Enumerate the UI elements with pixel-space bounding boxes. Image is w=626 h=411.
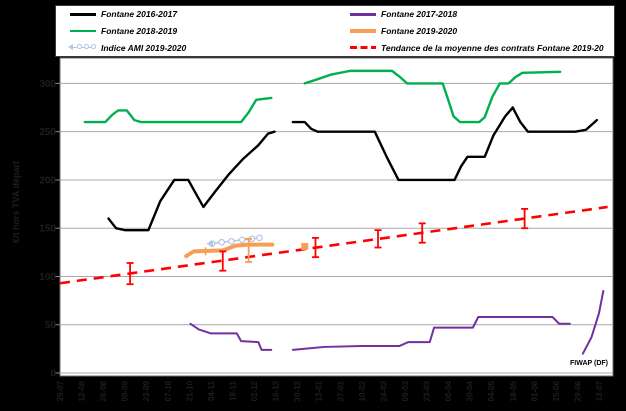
legend-column-1: Fontane 2016-2017 Fontane 2018-2019 Indi… (68, 6, 340, 56)
error-bar (374, 229, 382, 249)
x-tick-label: 30-12 (293, 380, 302, 401)
series-line (184, 242, 275, 259)
x-tick-label: 02-12 (250, 380, 259, 401)
x-tick-label: 09-09 (121, 380, 130, 401)
series-line (83, 96, 273, 124)
x-tick-label: 12-08 (78, 380, 87, 401)
x-tick-labels: 29-07 12-08 26-08 09-09 23-09 07-10 21-10 04-11… (56, 380, 604, 401)
purple-line-swatch-icon (350, 13, 376, 16)
legend-item-indice-ami: Indice AMI 2019-2020 (68, 41, 340, 55)
legend-column-2: Fontane 2017-2018 Fontane 2019-2020 Tend… (350, 6, 614, 56)
x-tick-label: 06-04 (444, 380, 453, 401)
legend-item-tendance: Tendance de la moyenne des contrats Font… (350, 41, 614, 55)
ami-arrow-marker (205, 240, 213, 247)
legend-item-fontane-2016-2017: Fontane 2016-2017 (70, 7, 340, 21)
legend-label: Fontane 2016-2017 (101, 9, 178, 20)
watermark: FIWAP (DF) (570, 360, 608, 367)
x-tick-label: 20-04 (466, 380, 475, 401)
x-tick-label: 21-10 (185, 380, 194, 401)
series-line (581, 289, 605, 355)
legend-label: Fontane 2017-2018 (381, 9, 458, 20)
square-marker (301, 243, 309, 251)
x-tick-label: 16-12 (272, 380, 281, 401)
y-tick-label: 100 (39, 272, 56, 283)
y-axis-title: €/t hors TVA départ (11, 161, 21, 244)
series-line (291, 106, 599, 182)
x-tick-label: 24-02 (379, 380, 388, 401)
y-tick-label: 0 (50, 369, 56, 380)
legend-item-fontane-2018-2019: Fontane 2018-2019 (70, 24, 340, 38)
error-bar (126, 262, 134, 286)
series-fontane-2017-2018 (189, 289, 605, 355)
x-tick-label: 10-02 (358, 380, 367, 401)
legend-item-fontane-2019-2020: Fontane 2019-2020 (350, 24, 614, 38)
series-fontane-2019-2020 (184, 242, 275, 259)
y-tick-label: 300 (39, 79, 56, 90)
green-line-swatch-icon (70, 29, 96, 33)
legend-label: Indice AMI 2019-2020 (101, 42, 187, 53)
red-dashed-swatch-icon (350, 46, 376, 50)
black-line-swatch-icon (70, 13, 96, 16)
series-indice-ami-2019-2020 (205, 234, 263, 247)
y-tick-label: 200 (39, 175, 56, 186)
x-tick-label: 04-05 (487, 380, 496, 401)
legend-item-fontane-2017-2018: Fontane 2017-2018 (350, 7, 614, 21)
series-fontane-2016-2017 (107, 106, 599, 232)
x-tick-label: 18-05 (509, 380, 518, 401)
series-line (107, 130, 276, 232)
series-line (291, 316, 571, 351)
x-tick-label: 18-11 (228, 380, 237, 401)
y-tick-label: 150 (39, 224, 56, 235)
error-bar (521, 208, 529, 230)
x-tick-label: 13-07 (595, 380, 604, 401)
error-bar (311, 236, 319, 259)
x-tick-label: 04-11 (207, 380, 216, 401)
legend-label: Tendance de la moyenne des contrats Font… (381, 42, 604, 53)
orange-line-swatch-icon (350, 28, 376, 34)
series-fontane-2018-2019 (83, 69, 562, 124)
error-bar (418, 222, 426, 244)
legend-label: Fontane 2018-2019 (101, 25, 178, 36)
series-line (303, 69, 562, 124)
x-tick-label: 29-06 (573, 380, 582, 401)
ami-circle-marker (256, 234, 263, 242)
y-tick-label: 250 (39, 127, 56, 138)
ami-circle-marker (238, 236, 246, 244)
trend-line (59, 205, 608, 285)
x-tick-label: 23-09 (142, 380, 151, 401)
x-tick-label: 09-03 (401, 380, 410, 401)
plot-background (59, 57, 614, 377)
series-line (189, 322, 273, 351)
legend: Fontane 2016-2017 Fontane 2018-2019 Indi… (55, 5, 615, 57)
x-tick-label: 23-03 (423, 380, 432, 401)
y-tick-label: 50 (45, 320, 57, 331)
ami-circle-marker (228, 237, 235, 245)
x-tick-label: 01-06 (530, 380, 539, 401)
x-tick-label: 26-08 (99, 380, 108, 401)
error-bar (219, 250, 227, 272)
x-tick-label: 07-10 (164, 380, 173, 401)
legend-label: Fontane 2019-2020 (381, 25, 458, 36)
ami-circle-marker (218, 238, 226, 246)
ami-arrow-icon (68, 44, 73, 51)
plus-marker (201, 247, 210, 256)
x-tick-label: 29-07 (56, 380, 65, 401)
x-tick-label: 15-06 (552, 380, 561, 401)
x-tick-label: 27-01 (336, 380, 345, 401)
ami-line-swatch-icon (68, 43, 96, 52)
x-tick-label: 13-01 (315, 380, 324, 401)
error-bar (245, 237, 253, 263)
